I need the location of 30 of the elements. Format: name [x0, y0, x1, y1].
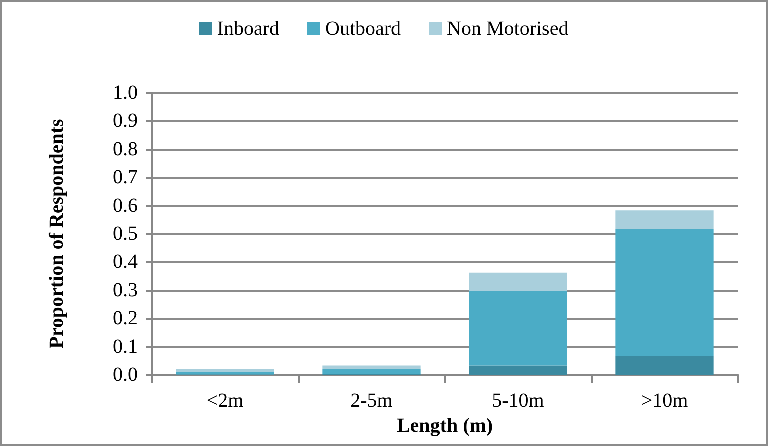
bar	[469, 366, 568, 375]
y-tick-label: 0.0	[113, 364, 138, 386]
y-tick-label: 0.9	[113, 110, 138, 132]
bar	[469, 292, 568, 366]
bar	[469, 272, 568, 292]
y-tick-label: 0.3	[113, 279, 138, 302]
y-tick-label: 0.2	[113, 308, 138, 330]
bar	[616, 210, 714, 230]
y-tick-label: 0.6	[113, 194, 138, 217]
y-tick-label: 1.0	[113, 82, 138, 104]
x-tick-label: <2m	[206, 390, 244, 412]
bar	[322, 366, 421, 370]
y-tick-label: 0.7	[113, 166, 138, 189]
x-tick-label: 5-10m	[492, 390, 545, 412]
y-tick-label: 0.5	[113, 223, 138, 245]
bar	[176, 369, 274, 372]
legend-label: Non Motorised	[447, 18, 569, 40]
bar	[616, 229, 714, 356]
y-axis-title: Proportion of Respondents	[46, 118, 68, 349]
bar	[176, 372, 274, 375]
x-tick-label: >10m	[641, 390, 689, 412]
y-tick-label: 0.4	[113, 251, 138, 274]
legend-label: Inboard	[217, 18, 280, 40]
bar	[616, 356, 714, 375]
legend-label: Outboard	[326, 18, 402, 40]
x-tick-label: 2-5m	[350, 390, 394, 412]
x-axis-title: Length (m)	[396, 414, 494, 437]
y-tick-label: 0.1	[113, 336, 138, 358]
bar	[322, 369, 421, 374]
y-tick-label: 0.8	[113, 138, 138, 160]
